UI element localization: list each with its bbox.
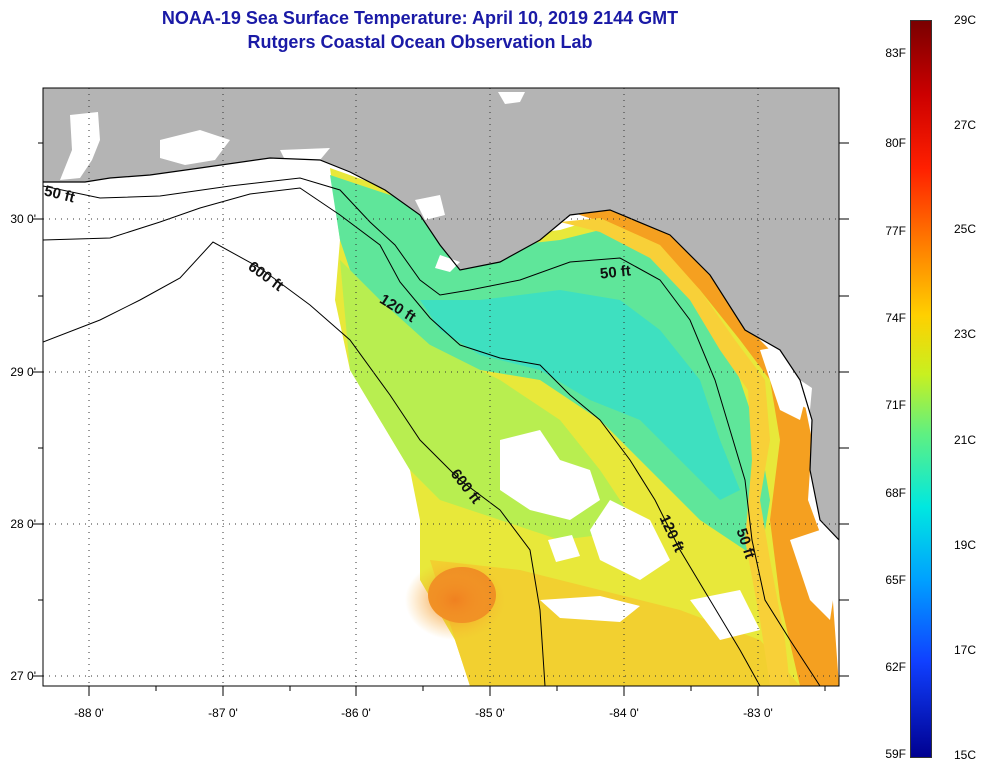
map-subtitle: Rutgers Coastal Ocean Observation Lab	[247, 32, 593, 52]
graticule	[43, 88, 839, 686]
colorbar-c-21: 21C	[954, 433, 977, 447]
colorbar-c-19: 19C	[954, 538, 977, 552]
colorbar-f-68: 68F	[885, 486, 906, 500]
contour-50ft	[43, 177, 821, 686]
axis-ticks	[33, 142, 849, 696]
land	[43, 88, 839, 540]
coastline	[43, 157, 839, 541]
colorbar-f-77: 77F	[885, 224, 906, 238]
contour-label-50ft-east: 50 ft	[599, 262, 632, 283]
lat-tick-27: 27 0'	[10, 669, 36, 683]
colorbar-c-29: 29C	[954, 13, 977, 27]
colorbar-f-71: 71F	[885, 398, 906, 412]
colorbar-f-80: 80F	[885, 136, 906, 150]
colorbar-c-27: 27C	[954, 118, 977, 132]
lon-tick-84: -84 0'	[609, 706, 639, 720]
colorbar-c-23: 23C	[954, 327, 977, 341]
colorbar-c-15: 15C	[954, 748, 977, 762]
colorbar-f-74: 74F	[885, 311, 906, 325]
colorbar-f-59: 59F	[885, 747, 906, 761]
colorbar-c-17: 17C	[954, 643, 977, 657]
map-frame	[42, 87, 840, 687]
depth-contours	[43, 177, 821, 686]
colorbar-c-25: 25C	[954, 222, 977, 236]
lat-tick-30: 30 0'	[10, 212, 36, 226]
lat-tick-29: 29 0'	[10, 365, 36, 379]
lon-tick-85: -85 0'	[475, 706, 505, 720]
contour-120ft	[43, 187, 761, 686]
lon-tick-83: -83 0'	[743, 706, 773, 720]
colorbar-f-83: 83F	[885, 46, 906, 60]
lon-tick-87: -87 0'	[208, 706, 238, 720]
colorbar-f-65: 65F	[885, 573, 906, 587]
contour-600ft	[43, 241, 546, 686]
map-title: NOAA-19 Sea Surface Temperature: April 1…	[161, 8, 679, 28]
lon-tick-86: -86 0'	[341, 706, 371, 720]
colorbar-f-62: 62F	[885, 660, 906, 674]
temperature-colorbar	[910, 20, 932, 758]
lon-tick-88: -88 0'	[74, 706, 104, 720]
lat-tick-28: 28 0'	[10, 517, 36, 531]
